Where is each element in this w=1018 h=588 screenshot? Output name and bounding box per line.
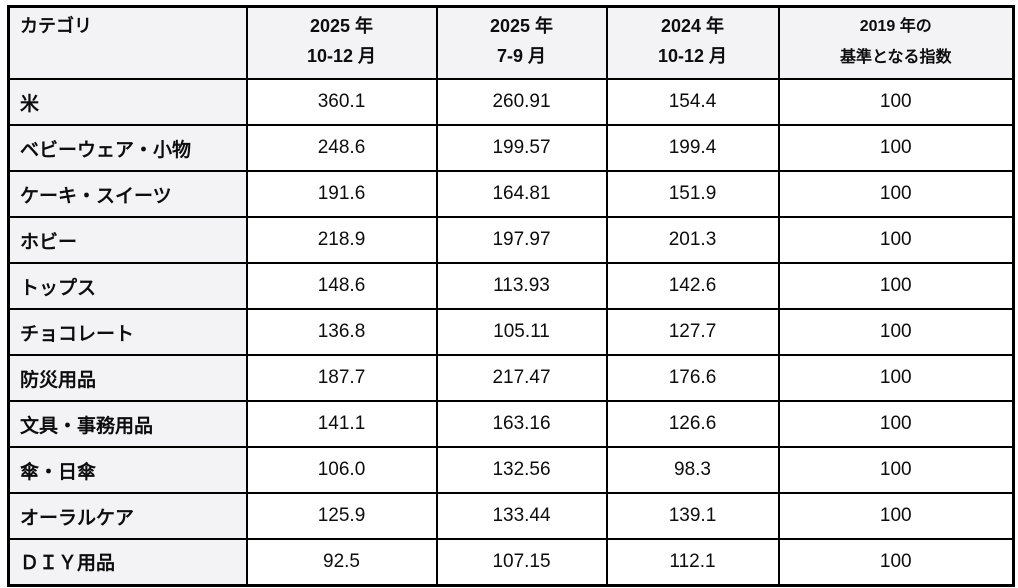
category-cell: ケーキ・スイーツ: [7, 170, 248, 218]
value-cell: 176.6: [605, 354, 780, 402]
price-index-table: カテゴリ 2025 年 10-12 月 2025 年 7-9 月 2024 年 …: [7, 5, 1015, 587]
value-cell: 100: [777, 124, 1015, 172]
category-cell: 米: [7, 78, 248, 126]
category-cell: ホビー: [7, 216, 248, 264]
table-header: カテゴリ 2025 年 10-12 月 2025 年 7-9 月 2024 年 …: [7, 5, 1015, 80]
value-cell: 105.11: [435, 308, 608, 356]
value-cell: 100: [777, 78, 1015, 126]
value-cell: 199.4: [605, 124, 780, 172]
category-cell: チョコレート: [7, 308, 248, 356]
col-header-line: 2019 年の: [859, 18, 932, 35]
value-cell: 201.3: [605, 216, 780, 264]
col-header-category: カテゴリ: [7, 5, 248, 80]
header-row: カテゴリ 2025 年 10-12 月 2025 年 7-9 月 2024 年 …: [7, 5, 1015, 80]
value-cell: 100: [777, 492, 1015, 540]
col-header-line: 10-12 月: [306, 46, 377, 66]
value-cell: 197.97: [435, 216, 608, 264]
col-header-line: カテゴリ: [20, 16, 92, 36]
value-cell: 133.44: [435, 492, 608, 540]
value-cell: 106.0: [245, 446, 438, 494]
value-cell: 132.56: [435, 446, 608, 494]
value-cell: 139.1: [605, 492, 780, 540]
value-cell: 199.57: [435, 124, 608, 172]
col-header-2025-oct-dec: 2025 年 10-12 月: [245, 5, 438, 80]
category-cell: 文具・事務用品: [7, 400, 248, 448]
col-header-line: 2024 年: [660, 16, 725, 36]
value-cell: 126.6: [605, 400, 780, 448]
table-row: ベビーウェア・小物 248.6 199.57 199.4 100: [7, 124, 1015, 172]
value-cell: 218.9: [245, 216, 438, 264]
table-row: オーラルケア 125.9 133.44 139.1 100: [7, 492, 1015, 540]
table-row: チョコレート 136.8 105.11 127.7 100: [7, 308, 1015, 356]
col-header-line: 2025 年: [309, 16, 374, 36]
col-header-2024-oct-dec: 2024 年 10-12 月: [605, 5, 780, 80]
value-cell: 191.6: [245, 170, 438, 218]
value-cell: 217.47: [435, 354, 608, 402]
value-cell: 100: [777, 400, 1015, 448]
value-cell: 98.3: [605, 446, 780, 494]
col-header-line: 2025 年: [489, 16, 554, 36]
category-cell: ベビーウェア・小物: [7, 124, 248, 172]
table-body: 米 360.1 260.91 154.4 100 ベビーウェア・小物 248.6…: [7, 78, 1015, 586]
value-cell: 148.6: [245, 262, 438, 310]
value-cell: 100: [777, 262, 1015, 310]
table-row: ケーキ・スイーツ 191.6 164.81 151.9 100: [7, 170, 1015, 218]
table-row: ホビー 218.9 197.97 201.3 100: [7, 216, 1015, 264]
value-cell: 100: [777, 446, 1015, 494]
value-cell: 248.6: [245, 124, 438, 172]
value-cell: 154.4: [605, 78, 780, 126]
value-cell: 113.93: [435, 262, 608, 310]
value-cell: 163.16: [435, 400, 608, 448]
value-cell: 164.81: [435, 170, 608, 218]
value-cell: 100: [777, 216, 1015, 264]
category-cell: ＤＩＹ用品: [7, 538, 248, 586]
value-cell: 92.5: [245, 538, 438, 586]
category-cell: トップス: [7, 262, 248, 310]
col-header-line: 10-12 月: [657, 46, 728, 66]
value-cell: 125.9: [245, 492, 438, 540]
value-cell: 112.1: [605, 538, 780, 586]
value-cell: 151.9: [605, 170, 780, 218]
value-cell: 142.6: [605, 262, 780, 310]
category-cell: オーラルケア: [7, 492, 248, 540]
table-row: ＤＩＹ用品 92.5 107.15 112.1 100: [7, 538, 1015, 586]
value-cell: 360.1: [245, 78, 438, 126]
col-header-2019-base-index: 2019 年の 基準となる指数: [777, 5, 1015, 80]
value-cell: 187.7: [245, 354, 438, 402]
value-cell: 141.1: [245, 400, 438, 448]
table-row: 傘・日傘 106.0 132.56 98.3 100: [7, 446, 1015, 494]
category-cell: 防災用品: [7, 354, 248, 402]
value-cell: 100: [777, 354, 1015, 402]
table-row: 文具・事務用品 141.1 163.16 126.6 100: [7, 400, 1015, 448]
table-row: トップス 148.6 113.93 142.6 100: [7, 262, 1015, 310]
value-cell: 260.91: [435, 78, 608, 126]
value-cell: 100: [777, 538, 1015, 586]
col-header-2025-jul-sep: 2025 年 7-9 月: [435, 5, 608, 80]
category-cell: 傘・日傘: [7, 446, 248, 494]
col-header-line: 基準となる指数: [839, 49, 952, 66]
table-row: 防災用品 187.7 217.47 176.6 100: [7, 354, 1015, 402]
value-cell: 100: [777, 308, 1015, 356]
col-header-line: 7-9 月: [496, 46, 547, 66]
value-cell: 107.15: [435, 538, 608, 586]
table-row: 米 360.1 260.91 154.4 100: [7, 78, 1015, 126]
value-cell: 127.7: [605, 308, 780, 356]
value-cell: 100: [777, 170, 1015, 218]
value-cell: 136.8: [245, 308, 438, 356]
